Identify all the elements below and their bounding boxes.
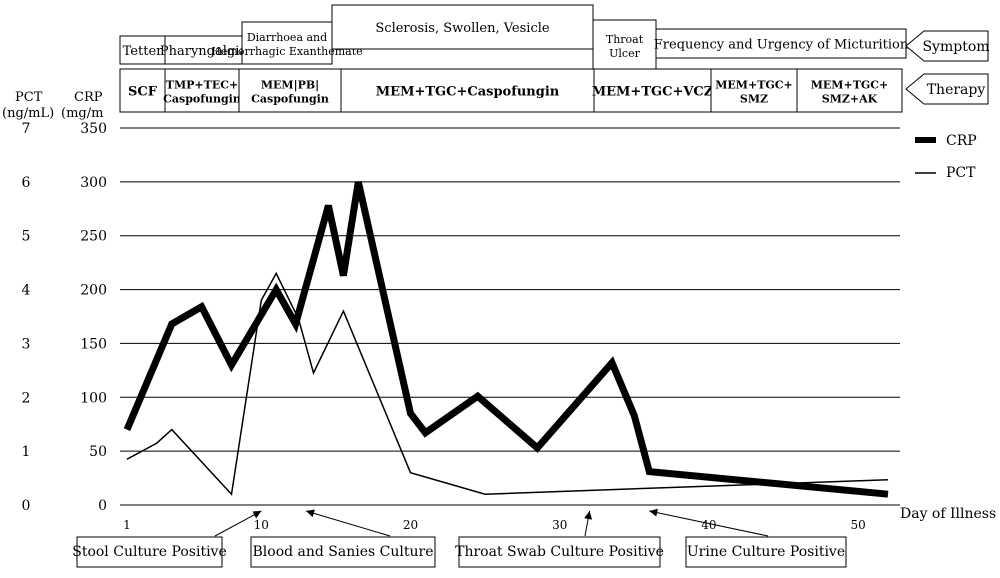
annotation-arrow-line — [649, 510, 769, 537]
therapy-label: MEM+TGC+Caspofungin — [376, 85, 560, 100]
annotation-arrow-line — [214, 510, 262, 537]
x-tick-label: 30 — [552, 518, 567, 532]
therapy-label-line2: Caspofungin — [163, 93, 241, 106]
annotation-arrowhead — [306, 509, 315, 518]
x-axis-title: Day of Illness — [900, 506, 996, 522]
pct-tick-label: 0 — [22, 498, 31, 514]
culture-annotations: Stool Culture Positive Blood and Sanies C… — [72, 508, 847, 568]
therapy-label: MEM+TGC+VCZ — [592, 85, 714, 100]
therapy-label-line1: MEM+TGC+ — [715, 79, 793, 92]
symptom-box — [655, 28, 907, 59]
therapy-box — [238, 68, 342, 113]
x-tick-label: 50 — [851, 518, 866, 532]
crp-tick-label: 350 — [80, 121, 107, 137]
symptom-tag-label: Symptom — [922, 39, 989, 55]
series-lines — [123, 181, 889, 498]
symptom-label: Pharyngalgia — [160, 44, 248, 59]
pct-axis-title-line2: (ng/mL) — [2, 106, 54, 121]
x-tick-label: 10 — [254, 518, 269, 532]
legend-pct-label: PCT — [946, 165, 976, 181]
pct-tick-label: 6 — [22, 175, 31, 191]
therapy-label: SCF — [128, 85, 158, 100]
crp-tick-label: 100 — [80, 390, 107, 406]
annotation-label: Stool Culture Positive — [72, 544, 227, 560]
therapy-box — [796, 68, 903, 113]
y-tick-labels: 0 0 50 1 100 2 150 3 200 4 250 5 300 6 350 7 — [22, 121, 107, 514]
symptom-tag — [905, 30, 989, 62]
x-tick-labels: 1 10 20 30 40 50 — [123, 518, 866, 532]
crp-tick-label: 0 — [98, 498, 107, 514]
x-tick-label: 40 — [701, 518, 716, 532]
crp-tick-label: 150 — [80, 336, 107, 352]
symptom-label: Tetter — [123, 44, 163, 59]
therapy-box — [340, 68, 595, 113]
symptom-label: Frequency and Urgency of Micturition — [654, 38, 909, 53]
annotation-label: Throat Swab Culture Positive — [455, 544, 664, 560]
pct-tick-label: 7 — [22, 121, 31, 137]
pct-tick-label: 5 — [22, 229, 31, 245]
annotation-label: Blood and Sanies Culture — [253, 544, 434, 560]
therapy-label-line2: SMZ+AK — [822, 93, 878, 106]
therapy-label-line1: MEM+TGC+ — [811, 79, 889, 92]
therapy-box — [593, 68, 712, 113]
therapy-label-line2: SMZ — [740, 93, 768, 106]
therapy-label-line1: TMP+TEC+ — [166, 79, 238, 92]
series-line-pct — [126, 271, 889, 496]
legend: CRP PCT — [915, 133, 977, 181]
symptom-label-line2: Hemorrhagic Exanthemate — [211, 45, 362, 58]
annotation-arrow-line — [305, 510, 391, 537]
crp-axis-title-line2: (mg/m — [61, 106, 103, 121]
symptom-label: Sclerosis, Swollen, Vesicle — [375, 21, 550, 36]
crp-axis-title-line1: CRP — [74, 90, 103, 105]
x-tick-label: 1 — [123, 518, 131, 532]
symptom-label-line1: Diarrhoea and — [247, 31, 327, 44]
annotation-label: Urine Culture Positive — [687, 544, 845, 560]
annotation-box — [685, 536, 847, 568]
therapy-label-line2: Caspofungin — [251, 93, 329, 106]
therapy-label-line1: MEM|PB| — [261, 79, 319, 92]
annotation-arrowhead — [649, 508, 658, 517]
x-tick-label: 20 — [403, 518, 418, 532]
annotation-arrowhead — [252, 511, 262, 519]
crp-tick-label: 250 — [80, 229, 107, 245]
gridlines — [120, 127, 900, 506]
annotation-box — [458, 536, 661, 568]
annotation-box — [76, 536, 223, 568]
pct-axis-title-line1: PCT — [15, 90, 43, 105]
annotation-box — [250, 536, 436, 568]
therapy-tag — [905, 73, 989, 105]
crp-tick-label: 200 — [80, 283, 107, 299]
therapy-tag-label: Therapy — [927, 82, 986, 98]
therapy-box — [164, 68, 240, 113]
series-line-crp — [123, 181, 889, 498]
annotation-arrowhead — [584, 511, 593, 520]
crp-tick-label: 50 — [89, 444, 107, 460]
pct-tick-label: 4 — [22, 283, 31, 299]
pct-tick-label: 3 — [22, 336, 31, 352]
legend-crp-label: CRP — [946, 133, 977, 149]
therapy-box — [710, 68, 798, 113]
crp-tick-label: 300 — [80, 175, 107, 191]
pct-tick-label: 1 — [22, 444, 31, 460]
pct-tick-label: 2 — [22, 390, 31, 406]
symptom-label-line2: Ulcer — [609, 47, 640, 60]
symptom-label-line1: Throat — [606, 33, 644, 46]
